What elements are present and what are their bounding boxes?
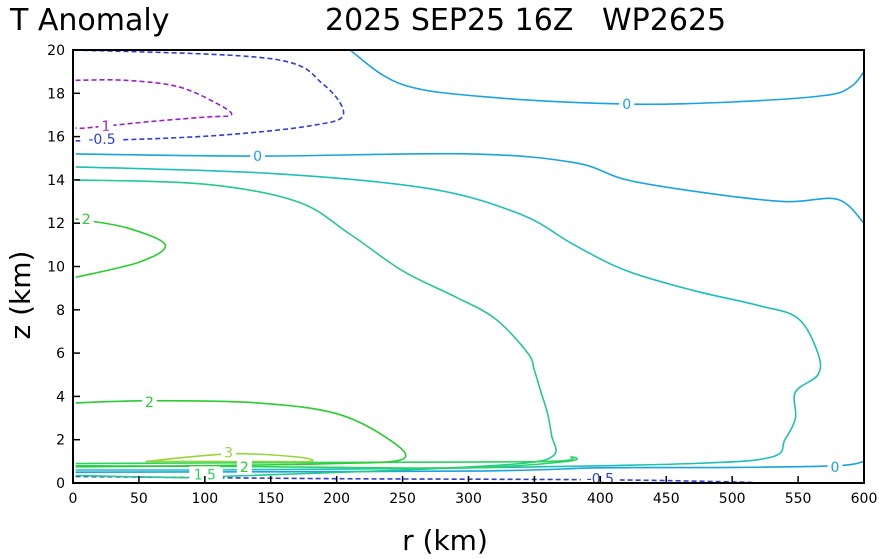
contour-label: 2 bbox=[145, 395, 154, 411]
contour-line-1p5 bbox=[75, 456, 578, 469]
y-tick-label: 18 bbox=[47, 86, 65, 102]
chart-title-left: T Anomaly bbox=[9, 3, 169, 38]
contour-label-bg bbox=[189, 466, 221, 483]
x-tick-label: 300 bbox=[455, 491, 482, 507]
contour-label: 0 bbox=[253, 149, 262, 165]
contour-label: 0 bbox=[622, 97, 631, 113]
x-axis-label: r (km) bbox=[402, 524, 488, 557]
contour-label-bg bbox=[250, 148, 266, 165]
x-tick-label: 100 bbox=[191, 491, 218, 507]
y-tick-label: 20 bbox=[47, 43, 65, 59]
x-tick-label: 150 bbox=[257, 491, 284, 507]
x-tick-label: 250 bbox=[389, 491, 416, 507]
contour-label: 0 bbox=[831, 460, 840, 476]
plot-frame bbox=[72, 49, 865, 484]
contour-label-bg bbox=[78, 210, 94, 227]
y-tick-label: 4 bbox=[56, 389, 65, 405]
y-tick-label: 6 bbox=[56, 346, 65, 362]
x-tick-label: 450 bbox=[653, 491, 680, 507]
x-axis: 0 50 100 150 200 250 300 350 400 450 500 550 600 bbox=[69, 476, 878, 507]
contour-label-bg bbox=[141, 393, 157, 410]
contour-label: 2 bbox=[82, 212, 91, 228]
contour-line-2 bbox=[75, 399, 407, 468]
y-tick-label: 12 bbox=[47, 216, 65, 232]
contour-label: 2 bbox=[240, 460, 249, 476]
contour-line-neg0p5 bbox=[75, 49, 345, 142]
contour-label: 1.5 bbox=[194, 467, 216, 483]
contour-label-bg bbox=[236, 458, 252, 475]
contour-line-1 bbox=[75, 179, 557, 479]
contour-label: 1 bbox=[101, 119, 110, 135]
y-tick-label: 0 bbox=[56, 476, 65, 492]
x-tick-label: 200 bbox=[323, 491, 350, 507]
y-tick-label: 8 bbox=[56, 303, 65, 319]
x-tick-label: 500 bbox=[719, 491, 746, 507]
y-tick-label: 2 bbox=[56, 433, 65, 449]
contour-line-0p5 bbox=[75, 166, 822, 471]
contour-label-bg bbox=[221, 444, 237, 461]
x-tick-label: 50 bbox=[130, 491, 148, 507]
contour-label-bg bbox=[82, 130, 122, 147]
y-axis-label: z (km) bbox=[4, 251, 37, 340]
contour-label-bg bbox=[619, 96, 635, 113]
x-tick-label: 550 bbox=[785, 491, 812, 507]
contour-line-0 bbox=[75, 152, 865, 224]
x-tick-label: 400 bbox=[587, 491, 614, 507]
contour-line-0 bbox=[349, 49, 865, 106]
x-tick-label: 0 bbox=[69, 491, 78, 507]
contour-label-bg bbox=[827, 458, 843, 475]
contour-line-neg1 bbox=[75, 79, 233, 130]
y-tick-label: 10 bbox=[47, 260, 65, 276]
contour-lines bbox=[75, 49, 865, 484]
chart-title-right: 2025 SEP25 16Z WP2625 bbox=[325, 3, 726, 38]
y-axis: 0 2 4 6 8 10 12 14 16 18 20 bbox=[47, 43, 80, 492]
contour-label: 3 bbox=[224, 446, 233, 462]
contour-line-2 bbox=[75, 218, 167, 279]
x-tick-label: 350 bbox=[521, 491, 548, 507]
contour-label-bg bbox=[98, 117, 114, 134]
y-tick-label: 16 bbox=[47, 130, 65, 146]
contour-label: -0.5 bbox=[88, 132, 115, 148]
y-tick-label: 14 bbox=[47, 173, 65, 189]
x-tick-label: 600 bbox=[851, 491, 878, 507]
